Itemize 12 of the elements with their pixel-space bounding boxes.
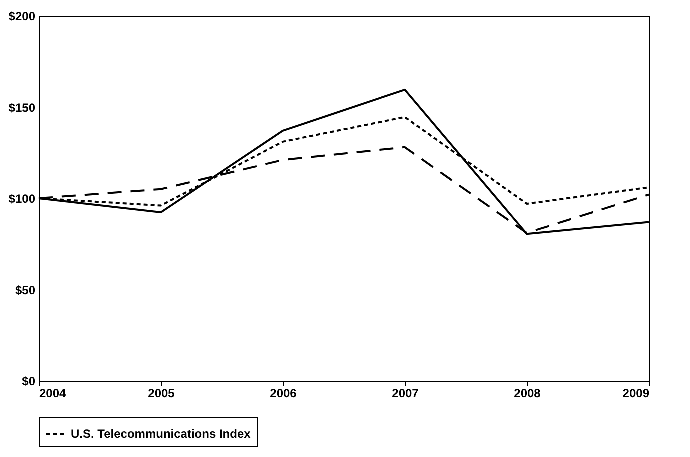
x-tick-label: 2007 (392, 386, 420, 400)
x-tick-label: 2005 (148, 386, 176, 400)
y-tick-label: $150 (8, 100, 36, 115)
y-tick-label: $0 (22, 374, 36, 388)
y-tick-label: $100 (8, 192, 36, 206)
legend-label: U.S. Telecommunications Index (71, 427, 252, 441)
x-tick-label: 2009 (622, 386, 650, 400)
y-tick-label: $50 (15, 283, 36, 298)
x-tick-label: 2004 (40, 386, 67, 400)
y-tick-label: $200 (8, 10, 36, 24)
x-tick-label: 2008 (514, 386, 542, 400)
x-tick-label: 2006 (270, 386, 298, 400)
